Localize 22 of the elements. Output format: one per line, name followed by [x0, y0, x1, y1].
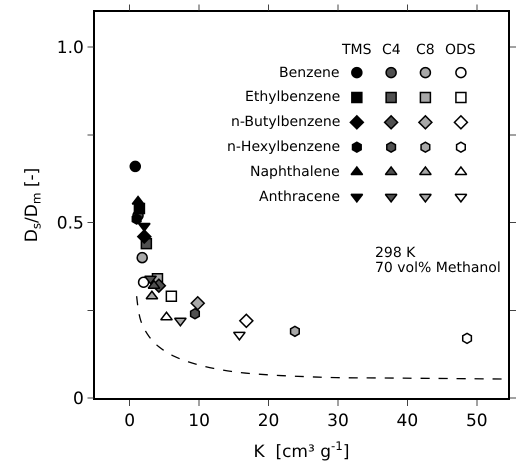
annotation: 298 K	[375, 245, 416, 261]
y-tick-label: 0	[73, 388, 84, 409]
legend-label: n-Hexylbenzene	[227, 139, 340, 155]
legend-label: Naphthalene	[250, 164, 340, 180]
x-tick-label: 0	[124, 411, 136, 432]
annotation: C8	[416, 42, 435, 58]
annotation: ODS	[445, 42, 476, 58]
x-axis-title: K [cm³ g$^{-1}$]	[253, 438, 350, 462]
annotation: 70 vol% Methanol	[375, 260, 501, 276]
legend-label: Benzene	[279, 65, 340, 81]
annotation: TMS	[341, 42, 372, 58]
y-tick-label: 1.0	[56, 38, 84, 58]
legend-label: n-Butylbenzene	[231, 114, 340, 130]
y-tick-label: 0.5	[56, 214, 84, 234]
x-tick-label: 40	[396, 411, 418, 432]
legend-label: Ethylbenzene	[245, 89, 340, 105]
x-tick-label: 10	[188, 411, 210, 432]
x-tick-label: 50	[466, 411, 488, 432]
annotation: C4	[382, 42, 401, 58]
legend-label: Anthracene	[259, 189, 340, 205]
x-tick-label: 30	[327, 411, 349, 432]
x-tick-label: 20	[258, 411, 280, 432]
